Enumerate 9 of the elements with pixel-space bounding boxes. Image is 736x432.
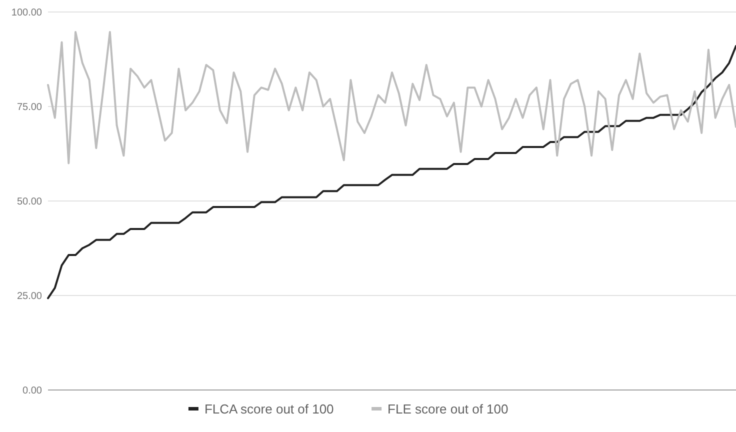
- y-tick-label: 50.00: [16, 196, 42, 208]
- y-tick-label: 100.00: [11, 8, 42, 18]
- legend-label: FLCA score out of 100: [204, 402, 334, 417]
- legend-label: FLE score out of 100: [388, 402, 508, 417]
- line-series: [47, 45, 736, 300]
- y-tick-label: 25.00: [16, 291, 42, 302]
- line-series: [47, 31, 736, 164]
- y-tick-label: 0.00: [22, 386, 42, 396]
- y-tick-label: 75.00: [16, 102, 42, 113]
